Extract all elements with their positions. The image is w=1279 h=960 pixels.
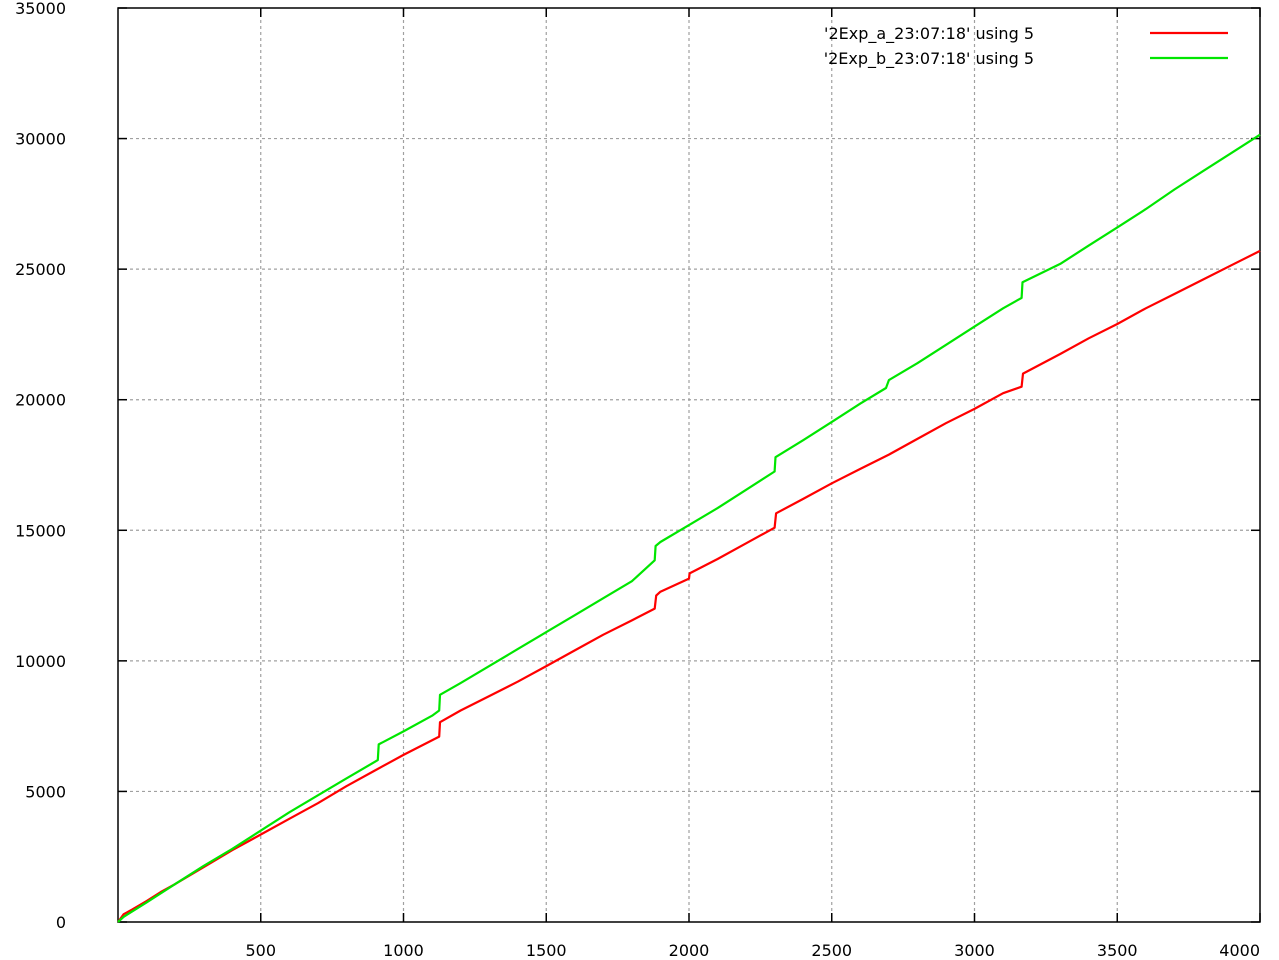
x-tick-label: 500 [245, 941, 276, 960]
series-line-2 [117, 133, 1261, 923]
x-tick-label: 2500 [811, 941, 852, 960]
plot-frame [117, 7, 1261, 923]
legend-label-2: '2Exp_b_23:07:18' using 5 [824, 49, 1034, 69]
x-tick-label: 4000 [1219, 941, 1260, 960]
legend: '2Exp_a_23:07:18' using 5 '2Exp_b_23:07:1… [824, 24, 1228, 69]
x-tick-label: 3500 [1097, 941, 1138, 960]
grid-lines [118, 8, 1260, 922]
y-tick-label: 10000 [15, 652, 66, 671]
x-tick-label: 1500 [526, 941, 567, 960]
y-tick-label: 5000 [25, 782, 66, 801]
legend-label-1: '2Exp_a_23:07:18' using 5 [824, 24, 1034, 44]
y-tick-label: 25000 [15, 260, 66, 279]
chart-axes: 0 5000 10000 15000 20000 25000 30000 35000 500 10… [15, 0, 1261, 960]
y-tick-label: 35000 [15, 0, 66, 18]
y-tick-label: 30000 [15, 130, 66, 149]
y-tick-label: 0 [56, 913, 66, 932]
x-tick-label: 1000 [383, 941, 424, 960]
y-tick-label: 20000 [15, 391, 66, 410]
series-line-1 [117, 249, 1261, 923]
series-lines [117, 133, 1261, 923]
x-tick-label: 2000 [669, 941, 710, 960]
x-tick-label: 3000 [954, 941, 995, 960]
y-tick-label: 15000 [15, 521, 66, 540]
